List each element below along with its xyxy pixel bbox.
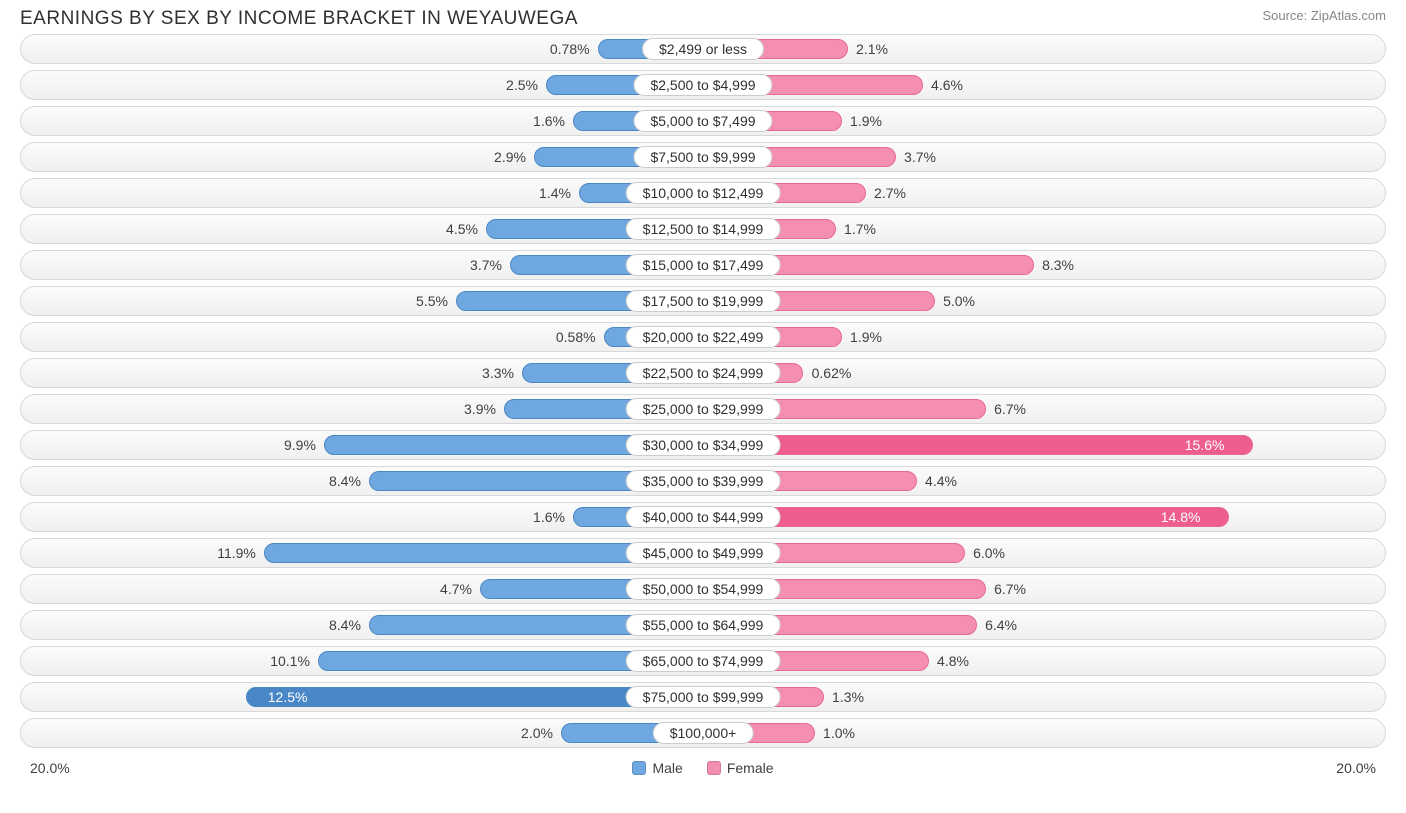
male-value: 3.3% [482, 365, 514, 381]
male-value: 9.9% [284, 437, 316, 453]
female-value: 1.7% [844, 221, 876, 237]
male-value: 2.0% [521, 725, 553, 741]
female-value: 2.1% [856, 41, 888, 57]
legend: Male Female [632, 760, 773, 776]
female-value: 4.4% [925, 473, 957, 489]
bracket-label: $40,000 to $44,999 [626, 506, 781, 528]
male-value: 10.1% [270, 653, 310, 669]
chart-row: $65,000 to $74,999 10.1% 4.8% [20, 646, 1386, 676]
female-value: 8.3% [1042, 257, 1074, 273]
chart-row: $35,000 to $39,999 8.4% 4.4% [20, 466, 1386, 496]
bracket-label: $20,000 to $22,499 [626, 326, 781, 348]
chart-row: $22,500 to $24,999 3.3% 0.62% [20, 358, 1386, 388]
bracket-label: $35,000 to $39,999 [626, 470, 781, 492]
male-value: 1.6% [533, 509, 565, 525]
bracket-label: $45,000 to $49,999 [626, 542, 781, 564]
bracket-label: $75,000 to $99,999 [626, 686, 781, 708]
legend-swatch-female [707, 761, 721, 775]
male-value: 12.5% [268, 689, 308, 705]
bracket-label: $2,500 to $4,999 [633, 74, 772, 96]
chart-row: $30,000 to $34,999 9.9% 15.6% [20, 430, 1386, 460]
chart-row: $40,000 to $44,999 1.6% 14.8% [20, 502, 1386, 532]
bracket-label: $30,000 to $34,999 [626, 434, 781, 456]
axis-right-max: 20.0% [1336, 760, 1376, 776]
bracket-label: $15,000 to $17,499 [626, 254, 781, 276]
female-value: 6.7% [994, 581, 1026, 597]
chart-row: $25,000 to $29,999 3.9% 6.7% [20, 394, 1386, 424]
bracket-label: $17,500 to $19,999 [626, 290, 781, 312]
source-prefix: Source: [1262, 8, 1310, 23]
female-value: 14.8% [1161, 509, 1201, 525]
bracket-label: $2,499 or less [642, 38, 764, 60]
male-value: 5.5% [416, 293, 448, 309]
male-value: 4.5% [446, 221, 478, 237]
chart-row: $50,000 to $54,999 4.7% 6.7% [20, 574, 1386, 604]
male-value: 1.4% [539, 185, 571, 201]
female-value: 6.4% [985, 617, 1017, 633]
female-bar [703, 507, 1229, 527]
bracket-label: $65,000 to $74,999 [626, 650, 781, 672]
female-value: 4.8% [937, 653, 969, 669]
female-value: 1.9% [850, 113, 882, 129]
bracket-label: $100,000+ [653, 722, 754, 744]
chart-row: $100,000+ 2.0% 1.0% [20, 718, 1386, 748]
bracket-label: $55,000 to $64,999 [626, 614, 781, 636]
female-value: 6.0% [973, 545, 1005, 561]
source-name: ZipAtlas.com [1311, 8, 1386, 23]
male-value: 0.78% [550, 41, 590, 57]
male-value: 2.9% [494, 149, 526, 165]
female-value: 5.0% [943, 293, 975, 309]
male-value: 3.7% [470, 257, 502, 273]
chart-row: $20,000 to $22,499 0.58% 1.9% [20, 322, 1386, 352]
male-value: 0.58% [556, 329, 596, 345]
female-bar [703, 435, 1253, 455]
male-value: 1.6% [533, 113, 565, 129]
male-value: 3.9% [464, 401, 496, 417]
chart-row: $12,500 to $14,999 4.5% 1.7% [20, 214, 1386, 244]
male-value: 4.7% [440, 581, 472, 597]
female-value: 15.6% [1185, 437, 1225, 453]
bracket-label: $7,500 to $9,999 [633, 146, 772, 168]
legend-label-female: Female [727, 760, 774, 776]
male-value: 2.5% [506, 77, 538, 93]
bracket-label: $25,000 to $29,999 [626, 398, 781, 420]
female-value: 3.7% [904, 149, 936, 165]
legend-label-male: Male [652, 760, 682, 776]
chart-row: $55,000 to $64,999 8.4% 6.4% [20, 610, 1386, 640]
male-value: 11.9% [217, 545, 256, 561]
axis-left-max: 20.0% [30, 760, 70, 776]
legend-item-male: Male [632, 760, 682, 776]
female-value: 1.9% [850, 329, 882, 345]
female-value: 1.3% [832, 689, 864, 705]
chart-row: $10,000 to $12,499 1.4% 2.7% [20, 178, 1386, 208]
chart-row: $7,500 to $9,999 2.9% 3.7% [20, 142, 1386, 172]
chart-row: $2,499 or less 0.78% 2.1% [20, 34, 1386, 64]
chart-row: $5,000 to $7,499 1.6% 1.9% [20, 106, 1386, 136]
bracket-label: $22,500 to $24,999 [626, 362, 781, 384]
legend-swatch-male [632, 761, 646, 775]
female-value: 0.62% [812, 365, 852, 381]
chart-row: $15,000 to $17,499 3.7% 8.3% [20, 250, 1386, 280]
chart-area: $2,499 or less 0.78% 2.1% $2,500 to $4,999 2… [0, 34, 1406, 748]
chart-row: $17,500 to $19,999 5.5% 5.0% [20, 286, 1386, 316]
bracket-label: $5,000 to $7,499 [633, 110, 772, 132]
female-value: 1.0% [823, 725, 855, 741]
bracket-label: $50,000 to $54,999 [626, 578, 781, 600]
female-value: 2.7% [874, 185, 906, 201]
female-value: 4.6% [931, 77, 963, 93]
chart-row: $45,000 to $49,999 11.9% 6.0% [20, 538, 1386, 568]
legend-item-female: Female [707, 760, 774, 776]
chart-title: EARNINGS BY SEX BY INCOME BRACKET IN WEY… [20, 8, 578, 30]
female-value: 6.7% [994, 401, 1026, 417]
bracket-label: $10,000 to $12,499 [626, 182, 781, 204]
chart-source: Source: ZipAtlas.com [1262, 8, 1386, 23]
bracket-label: $12,500 to $14,999 [626, 218, 781, 240]
chart-row: $75,000 to $99,999 12.5% 1.3% [20, 682, 1386, 712]
chart-row: $2,500 to $4,999 2.5% 4.6% [20, 70, 1386, 100]
male-value: 8.4% [329, 617, 361, 633]
male-value: 8.4% [329, 473, 361, 489]
